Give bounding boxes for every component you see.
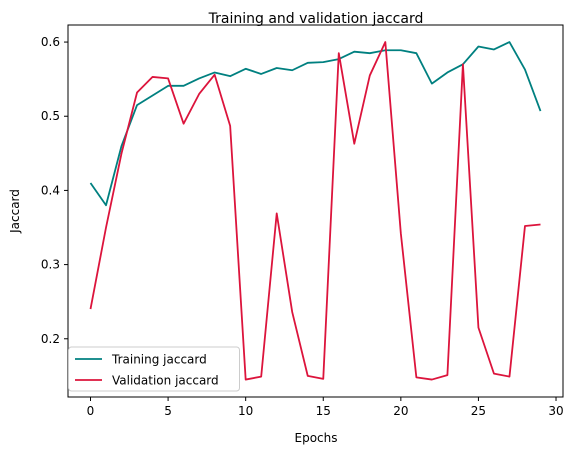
y-tick-label: 0.4	[41, 183, 60, 197]
plot-frame	[67, 24, 564, 398]
x-tick-label: 10	[238, 404, 253, 418]
legend-box	[68, 346, 240, 392]
series-line-0	[89, 41, 542, 207]
x-tick-label: 30	[548, 404, 563, 418]
plot-area	[89, 41, 542, 381]
x-tick-label: 5	[164, 404, 172, 418]
legend-label-training: Training jaccard	[111, 353, 207, 367]
series-line-1	[89, 41, 541, 381]
y-tick-label: 0.6	[41, 35, 60, 49]
y-tick-label: 0.2	[41, 332, 60, 346]
y-axis-label: Jaccard	[8, 189, 22, 234]
x-axis-label: Epochs	[295, 431, 338, 445]
axes: 0 5 10 15 20 25 30 0.2 0.3 0.4 0.5 0.6	[41, 35, 564, 418]
chart-title: Training and validation jaccard	[208, 11, 424, 27]
x-tick-label: 15	[316, 404, 331, 418]
y-tick-label: 0.3	[41, 258, 60, 272]
legend-label-validation: Validation jaccard	[112, 374, 219, 388]
y-tick-label: 0.5	[41, 109, 60, 123]
legend: Training jaccard Validation jaccard	[68, 346, 240, 392]
x-tick-label: 20	[393, 404, 408, 418]
x-tick-label: 25	[471, 404, 486, 418]
x-tick-label: 0	[87, 404, 95, 418]
